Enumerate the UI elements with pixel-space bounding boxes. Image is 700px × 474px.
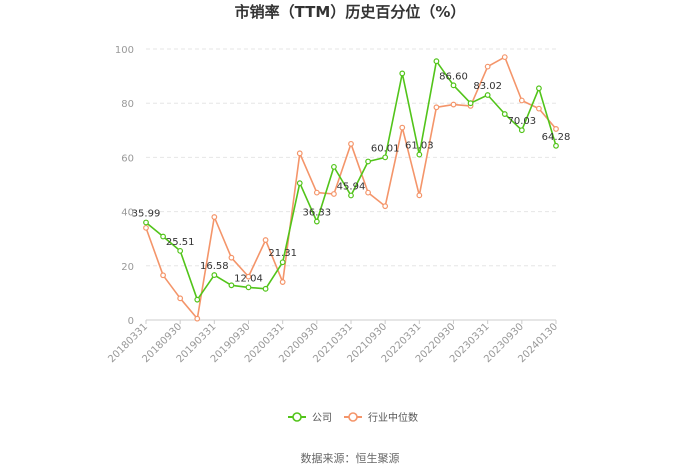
data-point xyxy=(245,284,252,291)
y-axis: 0 20 40 60 80 100 xyxy=(115,45,134,327)
data-point xyxy=(313,218,320,225)
data-point xyxy=(399,70,406,77)
data-point xyxy=(143,224,149,231)
data-point xyxy=(553,142,559,149)
data-label: 70.03 xyxy=(508,116,537,127)
data-label: 61.03 xyxy=(405,141,434,152)
data-point xyxy=(313,189,320,196)
y-tick-label: 100 xyxy=(115,45,134,56)
data-point xyxy=(160,272,166,279)
y-tick-label: 80 xyxy=(121,99,134,110)
y-tick-label: 20 xyxy=(121,262,134,273)
data-point xyxy=(536,85,542,92)
data-point xyxy=(348,140,354,147)
series-layer xyxy=(143,54,559,322)
data-point xyxy=(536,105,542,112)
data-point xyxy=(160,233,166,240)
legend-marker xyxy=(292,412,302,422)
data-point xyxy=(296,150,303,157)
legend-marker xyxy=(348,412,358,422)
data-point xyxy=(553,126,559,132)
data-point xyxy=(365,189,371,196)
legend-label-0[interactable]: 公司 xyxy=(312,413,332,424)
data-point xyxy=(518,127,525,134)
x-axis: 2018033120180930201903312019093020200331… xyxy=(106,319,560,365)
data-labels: 35.99 25.51 16.58 12.04 21.31 36.33 45.94 60.01… xyxy=(132,71,571,284)
data-point xyxy=(194,315,201,322)
data-label: 83.02 xyxy=(473,81,502,92)
data-label: 64.28 xyxy=(542,132,571,143)
data-point xyxy=(245,273,252,280)
data-label: 36.33 xyxy=(303,208,332,219)
source-note: 数据来源：恒生聚源 xyxy=(301,451,400,465)
data-point xyxy=(262,285,269,292)
data-point xyxy=(296,180,303,187)
data-point xyxy=(484,92,491,98)
data-point xyxy=(450,82,457,89)
data-point xyxy=(382,203,389,210)
data-point xyxy=(501,111,508,117)
data-point xyxy=(194,296,201,303)
data-point xyxy=(211,272,218,278)
data-label: 12.04 xyxy=(234,273,263,284)
data-point xyxy=(348,192,354,199)
data-point xyxy=(518,97,525,104)
data-point xyxy=(416,151,423,158)
data-label: 25.51 xyxy=(166,237,195,248)
data-point xyxy=(177,295,184,302)
data-point xyxy=(501,54,508,61)
data-point xyxy=(365,158,371,165)
data-label: 35.99 xyxy=(132,208,161,219)
data-point xyxy=(484,63,491,70)
data-point xyxy=(433,104,440,111)
legend[interactable]: 公司 行业中位数 xyxy=(288,411,418,424)
data-point xyxy=(279,279,286,285)
data-point xyxy=(399,124,406,131)
data-point xyxy=(467,100,474,107)
data-point xyxy=(143,219,149,226)
data-point xyxy=(416,192,423,199)
data-point xyxy=(177,247,184,254)
y-tick-label: 0 xyxy=(128,316,134,327)
data-point xyxy=(228,254,235,261)
data-point xyxy=(331,191,337,197)
y-tick-label: 40 xyxy=(121,208,134,219)
data-label: 45.94 xyxy=(337,182,366,193)
data-point xyxy=(279,259,286,266)
data-point xyxy=(433,58,440,65)
chart-title: 市销率（TTM）历史百分位（%） xyxy=(235,3,466,21)
data-label: 60.01 xyxy=(371,143,400,154)
data-point xyxy=(262,237,269,243)
data-point xyxy=(228,282,235,289)
legend-label-1[interactable]: 行业中位数 xyxy=(368,411,418,424)
y-tick-label: 60 xyxy=(121,153,134,164)
data-label: 86.60 xyxy=(439,71,468,82)
data-point xyxy=(331,163,337,170)
data-label: 16.58 xyxy=(200,261,229,272)
data-label: 21.31 xyxy=(268,248,297,259)
data-point xyxy=(382,154,389,161)
data-point xyxy=(450,101,457,108)
data-point xyxy=(211,214,218,220)
